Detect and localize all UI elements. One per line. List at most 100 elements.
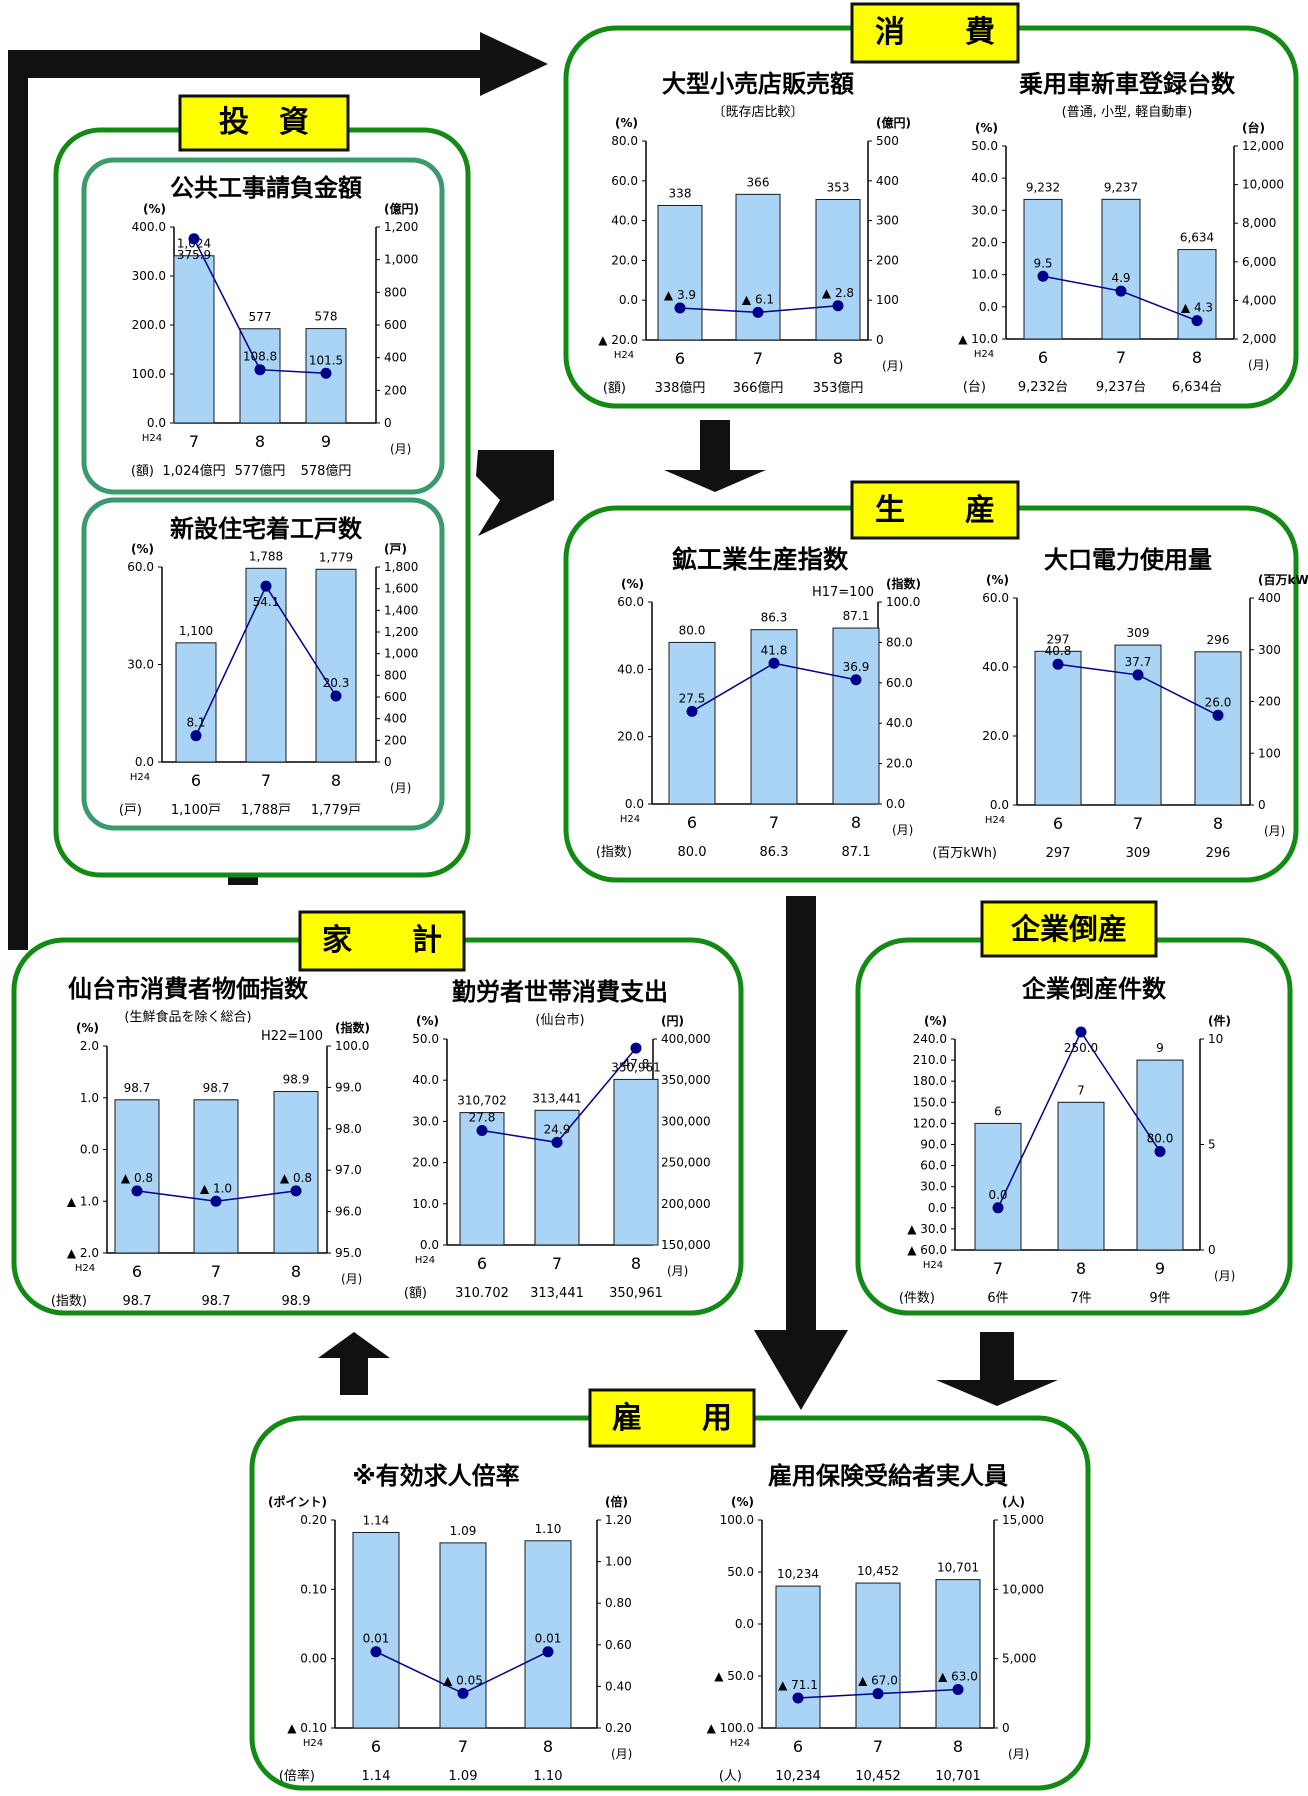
right-unit-label: (倍) bbox=[605, 1494, 628, 1509]
line-point bbox=[1212, 709, 1224, 721]
public-works-frame bbox=[81, 157, 445, 495]
right-tick-label: 80.0 bbox=[886, 635, 913, 649]
right-tick-label: 5 bbox=[1208, 1138, 1216, 1152]
x-unit-label: (月) bbox=[1264, 824, 1285, 838]
x-category-label: 8 bbox=[1192, 348, 1202, 367]
bar-value-label: 86.3 bbox=[761, 611, 788, 625]
bar-value-label: 1.10 bbox=[535, 1522, 562, 1536]
line-point bbox=[674, 302, 686, 314]
line-value-label: 24.9 bbox=[544, 1122, 571, 1136]
left-tick-label: 20.0 bbox=[617, 730, 644, 744]
bottom-row-value: 98.7 bbox=[202, 1294, 231, 1309]
line-point bbox=[254, 364, 266, 376]
left-tick-label: ▲ 50.0 bbox=[714, 1669, 754, 1683]
right-unit-label: (指数) bbox=[335, 1020, 370, 1035]
chart-title: 勤労者世帯消費支出 bbox=[452, 978, 668, 1006]
line-point bbox=[131, 1185, 143, 1197]
x-unit-label: (月) bbox=[1248, 358, 1269, 372]
left-tick-label: 210.0 bbox=[913, 1053, 947, 1067]
x-category-label: 8 bbox=[851, 813, 861, 832]
left-tick-label: 30.0 bbox=[412, 1114, 439, 1128]
right-tick-label: 10,000 bbox=[1242, 178, 1284, 192]
bar bbox=[1023, 198, 1063, 340]
right-unit-label: (億円) bbox=[876, 115, 911, 130]
chart-housing-starts: 新設住宅着工戸数 (%) (戸) 60.0 30.0 0.0 1,800 1,600 1,400… bbox=[119, 515, 419, 818]
bar-value-label: 338 bbox=[669, 186, 692, 200]
left-tick-label: 0.0 bbox=[147, 416, 166, 430]
line-point bbox=[551, 1136, 563, 1148]
arrow-employment-to-household bbox=[318, 1332, 390, 1395]
bar-value-label: 313,441 bbox=[532, 1091, 582, 1105]
line-value-label: ▲ 63.0 bbox=[938, 1670, 978, 1684]
bar bbox=[245, 567, 287, 763]
chart-subtitle: (普通, 小型, 軽自動車) bbox=[1062, 105, 1193, 120]
line-value-label: 20.3 bbox=[323, 676, 350, 690]
x-category-label: 7 bbox=[261, 771, 271, 790]
bar bbox=[815, 199, 861, 341]
right-tick-label: 1,000 bbox=[384, 253, 418, 267]
x-category-label: 9 bbox=[1155, 1259, 1165, 1278]
line-value-label: 4.9 bbox=[1111, 271, 1130, 285]
bottom-row-value: 1.09 bbox=[449, 1769, 478, 1784]
right-tick-label: 0 bbox=[384, 416, 392, 430]
bottom-row-label: (台) bbox=[963, 380, 986, 395]
left-tick-label: 40.0 bbox=[412, 1073, 439, 1087]
chart-large-retail: 大型小売店販売額〔既存店比較〕 (%) (億円) 80.0 60.0 40.0 20.0 0.… bbox=[598, 70, 911, 396]
right-tick-label: 99.0 bbox=[335, 1080, 362, 1094]
right-tick-label: 300 bbox=[1258, 643, 1281, 657]
chart-title: 大口電力使用量 bbox=[1044, 546, 1212, 574]
chart-title: ※有効求人倍率 bbox=[352, 1462, 519, 1490]
consumption-tag: 消 費 bbox=[850, 2, 1020, 64]
bar bbox=[439, 1542, 487, 1729]
bar-value-label: 98.7 bbox=[203, 1081, 230, 1095]
left-tick-label: 400.0 bbox=[132, 220, 166, 234]
bar bbox=[534, 1109, 580, 1246]
svg-text:投 資: 投 資 bbox=[219, 105, 309, 140]
x-category-label: 6 bbox=[793, 1737, 803, 1756]
right-tick-label: 0.60 bbox=[605, 1638, 632, 1652]
right-tick-label: 400,000 bbox=[661, 1032, 711, 1046]
line-point bbox=[320, 367, 332, 379]
bar bbox=[775, 1585, 821, 1729]
line-value-label: ▲ 0.05 bbox=[443, 1673, 483, 1687]
left-tick-label: 20.0 bbox=[611, 253, 638, 267]
x-prefix-label: H24 bbox=[614, 350, 634, 361]
bottom-row-value: 1,024億円 bbox=[162, 463, 225, 479]
left-tick-label: 0.0 bbox=[619, 293, 638, 307]
bottom-row-value: 9,232台 bbox=[1018, 380, 1068, 395]
left-tick-label: 300.0 bbox=[132, 269, 166, 283]
x-category-label: 6 bbox=[1053, 814, 1063, 833]
bar-value-label: 577 bbox=[249, 310, 272, 324]
left-tick-label: 20.0 bbox=[971, 236, 998, 250]
bar-value-label: 9,232 bbox=[1026, 180, 1060, 194]
line-point bbox=[457, 1687, 469, 1699]
bar bbox=[352, 1531, 400, 1729]
right-tick-label: 1,400 bbox=[384, 603, 418, 617]
right-tick-label: 400 bbox=[384, 351, 407, 365]
bottom-row-label: (額) bbox=[131, 464, 154, 479]
x-category-label: 9 bbox=[321, 432, 331, 451]
right-tick-label: 400 bbox=[384, 712, 407, 726]
line-point bbox=[952, 1684, 964, 1696]
left-tick-label: 0.20 bbox=[300, 1513, 327, 1527]
left-tick-label: 60.0 bbox=[920, 1159, 947, 1173]
bottom-row-value: 1,779戸 bbox=[311, 803, 361, 818]
left-tick-label: 50.0 bbox=[412, 1032, 439, 1046]
right-tick-label: 150,000 bbox=[661, 1238, 711, 1252]
bar-value-label: 10,452 bbox=[857, 1564, 899, 1578]
x-category-label: 7 bbox=[1133, 814, 1143, 833]
arrow-bankruptcy-to-employment bbox=[936, 1332, 1058, 1406]
bar-value-label: 98.7 bbox=[124, 1081, 151, 1095]
line-point bbox=[832, 300, 844, 312]
bar bbox=[114, 1099, 160, 1254]
line-point bbox=[370, 1646, 382, 1658]
right-tick-label: 0 bbox=[1208, 1243, 1216, 1257]
right-tick-label: 10,000 bbox=[1002, 1582, 1044, 1596]
chart-industrial-production: 鉱工業生産指数(%) (指数)H17=10060.040.020.00.0100.… bbox=[596, 545, 921, 860]
line-value-label: 36.9 bbox=[843, 660, 870, 674]
bottom-row-value: 9,237台 bbox=[1096, 380, 1146, 395]
left-unit-label: (%) bbox=[621, 577, 644, 591]
line-value-label: 108.8 bbox=[243, 350, 277, 364]
bar-value-label: 1.14 bbox=[363, 1513, 390, 1527]
x-category-label: 6 bbox=[675, 349, 685, 368]
